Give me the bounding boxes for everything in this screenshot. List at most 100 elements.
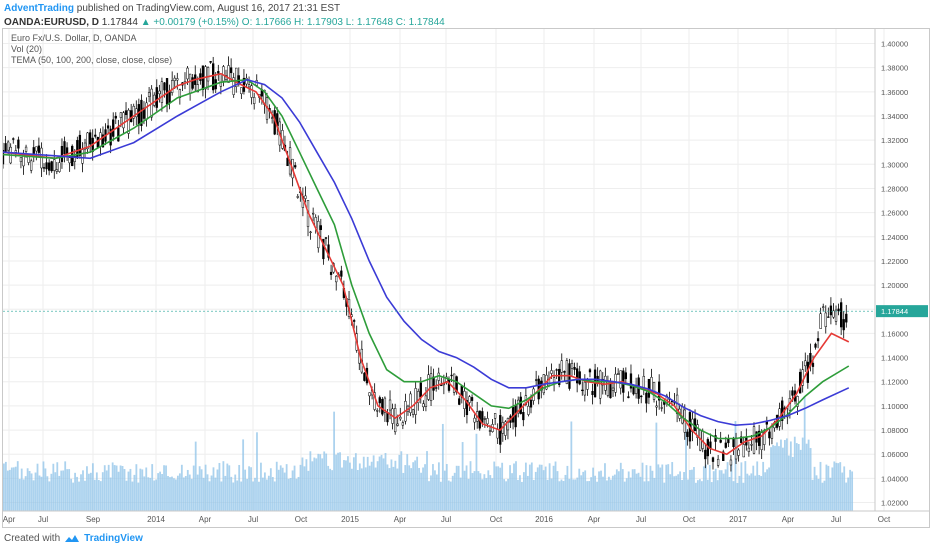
candle-body bbox=[798, 371, 802, 394]
volume-bar bbox=[528, 464, 531, 511]
legend-title: Euro Fx/U.S. Dollar, D, OANDA bbox=[11, 33, 137, 43]
volume-bar bbox=[10, 467, 13, 511]
volume-bar bbox=[325, 453, 328, 511]
volume-bar bbox=[360, 468, 363, 511]
y-tick-label: 1.02000 bbox=[881, 499, 908, 508]
x-tick-label: Oct bbox=[295, 515, 308, 524]
volume-bar bbox=[562, 481, 565, 511]
candle-body bbox=[506, 418, 510, 431]
volume-bar bbox=[453, 472, 456, 511]
volume-bar bbox=[793, 436, 796, 511]
symbol-name: OANDA:EURUSD, D bbox=[4, 17, 99, 28]
x-tick-label: 2014 bbox=[147, 515, 165, 524]
candle-body bbox=[240, 87, 243, 95]
legend-tema[interactable]: TEMA (50, 100, 200, close, close, close) bbox=[11, 55, 173, 65]
volume-bar bbox=[534, 471, 537, 511]
volume-bar bbox=[50, 473, 53, 511]
candle-body bbox=[575, 368, 579, 384]
volume-bar bbox=[764, 472, 767, 511]
candle-body bbox=[322, 238, 325, 260]
volume-bar bbox=[447, 480, 450, 511]
candle-body bbox=[340, 270, 343, 277]
volume-bar bbox=[337, 452, 339, 511]
legend-volume[interactable]: Vol (20) bbox=[11, 44, 43, 54]
volume-bar bbox=[783, 440, 786, 511]
candle-body bbox=[642, 376, 645, 389]
volume-bar bbox=[451, 475, 454, 511]
candle-body bbox=[168, 90, 171, 104]
candle-body bbox=[611, 387, 615, 391]
volume-bar bbox=[635, 473, 638, 511]
candle-body bbox=[570, 362, 574, 369]
volume-bar bbox=[252, 481, 254, 511]
candle-body bbox=[58, 162, 61, 172]
volume-bar bbox=[564, 474, 567, 511]
x-tick-label: Jul bbox=[441, 515, 451, 524]
candle-body bbox=[432, 376, 435, 391]
volume-bar bbox=[778, 446, 780, 511]
candle-body bbox=[219, 73, 223, 87]
symbol-line: OANDA:EURUSD, D 1.17844 ▲ +0.00179 (+0.1… bbox=[4, 17, 445, 28]
volume-bar bbox=[568, 478, 571, 511]
candle-body bbox=[6, 141, 10, 151]
candle-body bbox=[452, 373, 456, 393]
volume-bar bbox=[327, 465, 330, 511]
x-tick-label: Jul bbox=[38, 515, 48, 524]
volume-bar bbox=[744, 461, 747, 511]
volume-bar bbox=[608, 476, 610, 511]
chart-area[interactable]: 1.40000 1.38000 1.36000 1.34000 1.32000 1.300… bbox=[2, 28, 930, 528]
candle-body bbox=[411, 409, 415, 415]
volume-bar bbox=[236, 480, 239, 511]
candle-body bbox=[130, 110, 133, 122]
volume-bar bbox=[521, 481, 523, 511]
x-tick-label: Apr bbox=[394, 515, 407, 524]
volume-bar bbox=[265, 479, 268, 511]
created-with-text: Created with bbox=[4, 533, 61, 544]
volume-bar bbox=[526, 475, 529, 511]
candle-body bbox=[329, 271, 333, 275]
candle-body bbox=[17, 139, 20, 149]
volume-bar bbox=[669, 474, 672, 511]
candle-body bbox=[458, 398, 461, 405]
volume-bar bbox=[155, 479, 158, 511]
candle-body bbox=[468, 396, 471, 403]
volume-bar bbox=[742, 482, 745, 511]
candle-body bbox=[158, 90, 161, 95]
last-price: 1.17844 bbox=[101, 17, 138, 28]
candle-body bbox=[422, 403, 425, 408]
volume-bar bbox=[305, 459, 308, 511]
last-price-tag bbox=[876, 305, 928, 318]
volume-bar bbox=[457, 465, 460, 511]
volume-bar bbox=[426, 451, 428, 511]
volume-bar bbox=[271, 477, 274, 511]
volume-bar bbox=[813, 466, 816, 511]
y-tick-label: 1.40000 bbox=[881, 39, 908, 48]
volume-bar bbox=[129, 468, 132, 511]
candle-body bbox=[417, 391, 420, 404]
price-chart[interactable]: 1.40000 1.38000 1.36000 1.34000 1.32000 1.300… bbox=[3, 29, 929, 527]
volume-bar bbox=[839, 462, 842, 511]
candle-body bbox=[50, 161, 53, 172]
candle-body bbox=[729, 459, 733, 466]
candle-body bbox=[804, 360, 807, 367]
brand-name[interactable]: TradingView bbox=[84, 533, 143, 544]
candle-body bbox=[473, 417, 476, 423]
volume-bar bbox=[238, 464, 241, 511]
volume-bar bbox=[487, 470, 490, 511]
volume-bar bbox=[196, 474, 199, 511]
volume-bar bbox=[584, 470, 587, 511]
author-link[interactable]: AdventTrading bbox=[4, 3, 75, 14]
volume-bar bbox=[637, 472, 640, 511]
tema-100-line bbox=[3, 78, 850, 440]
volume-bar bbox=[673, 476, 676, 511]
y-tick-label: 1.12000 bbox=[881, 378, 908, 387]
candle-body bbox=[209, 61, 212, 63]
candle-body bbox=[481, 411, 484, 423]
volume-bar bbox=[56, 462, 59, 511]
candle-body bbox=[319, 225, 322, 230]
candle-body bbox=[529, 399, 533, 408]
candle-body bbox=[42, 167, 46, 169]
volume-bar bbox=[26, 468, 29, 511]
candle-body bbox=[419, 382, 422, 397]
volume-bar bbox=[171, 476, 173, 511]
